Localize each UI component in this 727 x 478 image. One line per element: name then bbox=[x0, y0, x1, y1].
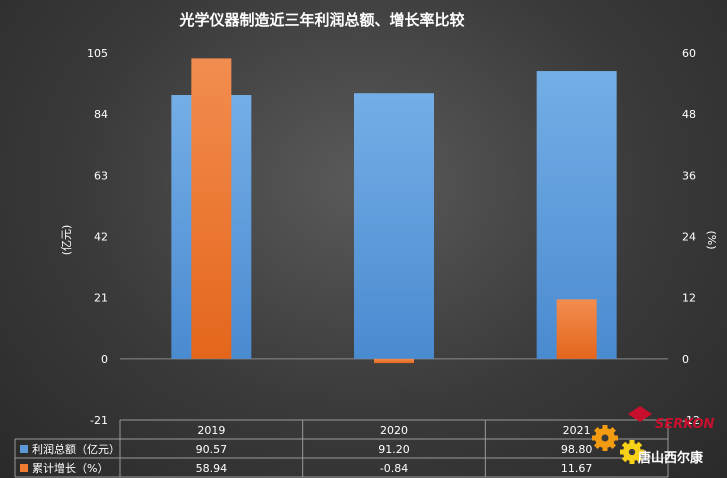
left-tick-label: 0 bbox=[101, 353, 108, 366]
data-table: 2019 2020 2021 利润总额（亿元） 90.57 91.20 98.80 累计增长（… bbox=[14, 419, 669, 478]
watermark-cn-text: 唐山西尔康 bbox=[638, 450, 704, 466]
data-label: 11.67 bbox=[561, 462, 593, 475]
gear-hole bbox=[628, 448, 636, 456]
right-tick-label: 0 bbox=[682, 353, 689, 366]
watermark-logo: SERKON 唐山西尔康 bbox=[592, 406, 715, 466]
right-tick-label: 24 bbox=[682, 231, 696, 244]
chart-title: 光学仪器制造近三年利润总额、增长率比较 bbox=[178, 11, 464, 29]
bar-growth-2021 bbox=[556, 299, 597, 359]
left-tick-label: 63 bbox=[94, 169, 108, 182]
red-diamond-icon bbox=[628, 406, 652, 422]
left-tick-label: 21 bbox=[94, 292, 108, 305]
left-tick-label: -21 bbox=[90, 414, 108, 427]
legend-label: 利润总额（亿元） bbox=[32, 442, 120, 456]
data-label: 58.94 bbox=[196, 462, 228, 475]
category-label: 2019 bbox=[197, 424, 225, 437]
left-tick-label: 105 bbox=[87, 47, 108, 60]
category-label: 2021 bbox=[563, 424, 591, 437]
right-tick-label: 36 bbox=[682, 169, 696, 182]
left-tick-label: 42 bbox=[94, 231, 108, 244]
left-tick-label: 84 bbox=[94, 108, 108, 121]
left-axis-label: (亿元) bbox=[60, 225, 73, 256]
data-label: 98.80 bbox=[561, 443, 593, 456]
right-tick-label: 12 bbox=[682, 292, 696, 305]
legend-key-profit bbox=[20, 445, 28, 453]
data-label: -0.84 bbox=[380, 462, 408, 475]
right-axis-label: (%) bbox=[705, 230, 718, 249]
data-label: 91.20 bbox=[378, 443, 410, 456]
right-tick-label: 60 bbox=[682, 47, 696, 60]
orange-gear-icon bbox=[592, 425, 618, 451]
bar-growth-2019 bbox=[191, 58, 232, 359]
bars-group bbox=[120, 58, 668, 364]
legend-key-growth bbox=[20, 464, 28, 472]
legend-label: 累计增长（%） bbox=[32, 461, 108, 475]
right-tick-label: 48 bbox=[682, 108, 696, 121]
gear-hole bbox=[601, 434, 609, 442]
yellow-gear-icon bbox=[620, 440, 644, 464]
left-axis-ticks: 105 84 63 42 21 0 -21 bbox=[87, 47, 108, 427]
data-label: 90.57 bbox=[196, 443, 228, 456]
bar-profit-2020 bbox=[354, 93, 434, 359]
watermark-brand: SERKON bbox=[655, 417, 715, 432]
right-tick-label: -12 bbox=[682, 414, 700, 427]
bar-growth-2020 bbox=[374, 358, 414, 364]
category-label: 2020 bbox=[380, 424, 408, 437]
right-axis-ticks: 60 48 36 24 12 0 -12 bbox=[682, 47, 700, 427]
